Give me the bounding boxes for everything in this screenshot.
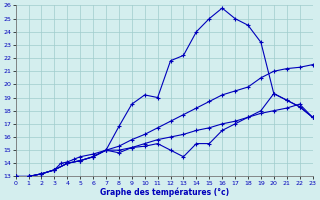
X-axis label: Graphe des températures (°c): Graphe des températures (°c) <box>100 187 229 197</box>
